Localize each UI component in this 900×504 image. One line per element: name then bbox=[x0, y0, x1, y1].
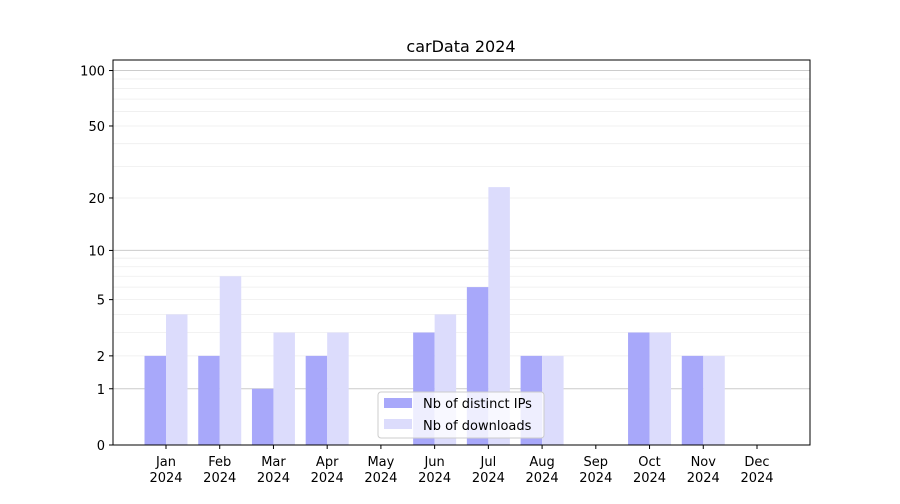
y-tick-label: 10 bbox=[88, 244, 105, 259]
x-tick-label-year: 2024 bbox=[633, 471, 666, 486]
x-tick-label-year: 2024 bbox=[203, 471, 236, 486]
x-tick-label-year: 2024 bbox=[526, 471, 559, 486]
bar-downloads bbox=[703, 355, 725, 445]
x-tick-label-year: 2024 bbox=[418, 471, 451, 486]
bar-distinct-ips bbox=[305, 355, 328, 445]
y-tick-label: 0 bbox=[97, 439, 105, 454]
x-tick-label-month: Feb bbox=[208, 455, 231, 470]
grid bbox=[113, 70, 810, 390]
x-tick-label-year: 2024 bbox=[257, 471, 290, 486]
x-tick-label-month: Apr bbox=[316, 455, 339, 470]
y-tick-label: 1 bbox=[97, 383, 105, 398]
bar-distinct-ips bbox=[628, 332, 650, 445]
x-tick-label-month: Jan bbox=[155, 455, 176, 470]
legend-label-ips: Nb of distinct IPs bbox=[423, 397, 532, 412]
bar-downloads bbox=[273, 332, 295, 445]
bar-downloads bbox=[166, 314, 188, 445]
x-tick-label-month: May bbox=[367, 455, 394, 470]
legend: Nb of distinct IPs Nb of downloads bbox=[377, 391, 545, 439]
x-tick-label-month: Dec bbox=[744, 455, 769, 470]
x-tick-label-month: Mar bbox=[261, 455, 286, 470]
legend-label-downloads: Nb of downloads bbox=[423, 419, 532, 434]
bar-distinct-ips bbox=[198, 355, 220, 445]
x-tick-label-month: Aug bbox=[529, 455, 554, 470]
x-tick-label-month: Oct bbox=[638, 455, 660, 470]
chart-title: carData 2024 bbox=[406, 37, 515, 56]
y-tick-label: 5 bbox=[97, 294, 105, 309]
legend-swatch-ips bbox=[384, 398, 412, 408]
x-tick-label-month: Nov bbox=[691, 455, 717, 470]
bar-downloads bbox=[542, 355, 564, 445]
bar-distinct-ips bbox=[251, 388, 274, 445]
bar-downloads bbox=[219, 276, 242, 445]
x-tick-label-year: 2024 bbox=[364, 471, 397, 486]
x-tick-label-month: Jun bbox=[423, 455, 444, 470]
bar-downloads bbox=[327, 332, 349, 445]
legend-swatch-downloads bbox=[384, 419, 412, 429]
y-tick-label: 100 bbox=[80, 65, 105, 80]
legend-frame bbox=[377, 391, 545, 439]
x-tick-label-year: 2024 bbox=[472, 471, 505, 486]
x-tick-label-year: 2024 bbox=[740, 471, 773, 486]
bar-distinct-ips bbox=[681, 355, 704, 445]
bar-downloads bbox=[488, 187, 510, 445]
x-tick-label-month: Jul bbox=[480, 455, 497, 470]
y-tick-label: 2 bbox=[97, 350, 105, 365]
y-tick-label: 20 bbox=[88, 192, 105, 207]
y-tick-label: 50 bbox=[88, 120, 105, 135]
x-tick-label-year: 2024 bbox=[311, 471, 344, 486]
bar-downloads bbox=[649, 332, 672, 445]
x-tick-label-year: 2024 bbox=[149, 471, 182, 486]
y-axis: 0 1 2 5 10 20 50 100 bbox=[80, 65, 113, 454]
bars bbox=[144, 187, 725, 445]
x-tick-label-month: Sep bbox=[584, 455, 609, 470]
plot-frame bbox=[112, 59, 811, 446]
x-tick-label-year: 2024 bbox=[579, 471, 612, 486]
bar-distinct-ips bbox=[144, 355, 166, 445]
x-axis: Jan2024Feb2024Mar2024Apr2024May2024Jun20… bbox=[149, 445, 774, 486]
x-tick-label-year: 2024 bbox=[687, 471, 720, 486]
